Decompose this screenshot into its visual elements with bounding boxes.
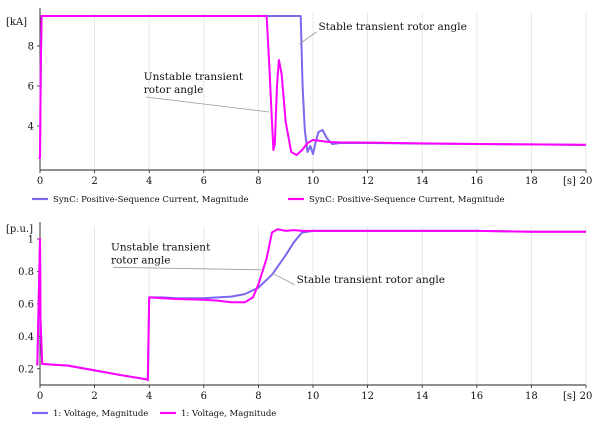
x-tick-label: 10	[307, 176, 320, 187]
y-tick-label: 0.8	[18, 267, 34, 278]
legend-entry: 1: Voltage, Magnitude	[53, 409, 148, 419]
series-line-unstable	[36, 228, 586, 382]
x-tick-label: 4	[146, 391, 152, 402]
current-chart-panel: 0 2 4 6 8 10 12 14 16 18 20 4 6 8 [kA] [s] Stable transi…	[6, 8, 592, 205]
x-tick-label: 20	[580, 176, 593, 187]
x-axis-unit-label: [s]	[563, 176, 576, 187]
x-tick-label: 12	[361, 176, 374, 187]
x-tick-label: 0	[37, 391, 43, 402]
series-line-unstable	[38, 15, 587, 159]
x-tick-label: 10	[307, 391, 320, 402]
y-tick-label: 1	[28, 234, 34, 245]
y-axis-unit-label: [kA]	[6, 17, 27, 28]
x-tick-label: 8	[255, 176, 261, 187]
x-tick-label: 18	[525, 391, 538, 402]
x-tick-label: 12	[361, 391, 374, 402]
legend-entry: SynC: Positive-Sequence Current, Magnitu…	[309, 195, 505, 205]
series-line-stable	[38, 15, 587, 159]
x-tick-label: 18	[525, 176, 538, 187]
annotation-text: Stable transient rotor angle	[297, 274, 445, 286]
annotation-text: rotor angle	[111, 254, 171, 266]
annotation-leader-line	[299, 31, 317, 45]
x-tick-label: 6	[201, 391, 207, 402]
annotation-leader-line	[271, 272, 295, 286]
y-tick-label: 0.2	[18, 364, 34, 375]
y-tick-label: 4	[28, 122, 34, 133]
annotation-text: rotor angle	[144, 84, 204, 96]
x-tick-label: 14	[416, 391, 429, 402]
y-tick-label: 0.6	[18, 299, 34, 310]
x-tick-label: 14	[416, 176, 429, 187]
voltage-chart-panel: 0 2 4 6 8 10 12 14 16 18 20 0.2 0.4 0.6 0.8 1[p.u.] [s] U…	[6, 222, 592, 419]
x-tick-label: 2	[91, 176, 97, 187]
legend-entry: 1: Voltage, Magnitude	[181, 409, 276, 419]
y-axis-unit-label: [p.u.]	[6, 224, 33, 235]
x-tick-label: 4	[146, 176, 152, 187]
y-tick-label: 0.4	[18, 332, 34, 343]
annotation-text: Unstable transient	[111, 241, 211, 253]
annotation-leader-line	[145, 96, 270, 113]
x-tick-label: 16	[470, 176, 483, 187]
x-tick-label: 6	[201, 176, 207, 187]
y-tick-label: 6	[28, 82, 34, 93]
legend-entry: SynC: Positive-Sequence Current, Magnitu…	[53, 195, 249, 205]
annotation-text: Unstable transient	[144, 71, 244, 83]
x-axis-unit-label: [s]	[563, 391, 576, 402]
annotation-text: Stable transient rotor angle	[318, 21, 466, 33]
y-tick-label: 8	[28, 42, 34, 53]
x-tick-label: 2	[91, 391, 97, 402]
x-tick-label: 16	[470, 391, 483, 402]
x-tick-label: 8	[255, 391, 261, 402]
x-tick-label: 0	[37, 176, 43, 187]
x-tick-label: 20	[580, 391, 593, 402]
annotation-leader-line	[112, 266, 262, 271]
